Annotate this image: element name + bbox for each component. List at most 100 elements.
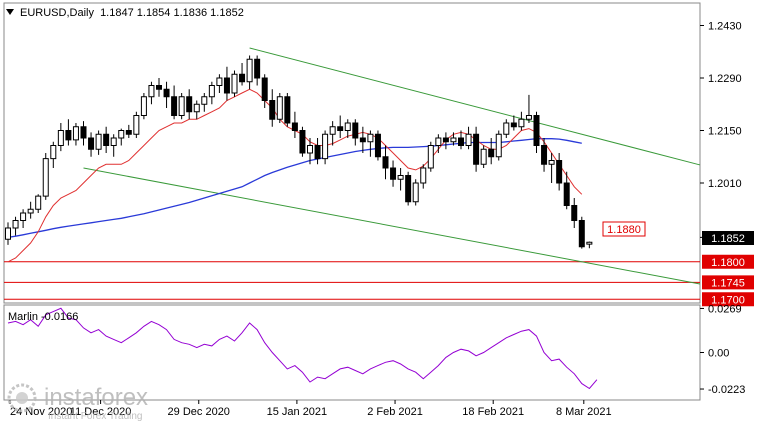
candle <box>488 138 495 165</box>
triangle-down-icon[interactable] <box>6 9 14 15</box>
price-tick-label: 1.2150 <box>708 126 742 138</box>
candle <box>201 93 208 112</box>
candle-body <box>495 133 502 158</box>
candle-body <box>148 85 155 98</box>
candle-body <box>88 137 95 150</box>
candle-body <box>435 137 442 146</box>
candle-body <box>412 182 419 203</box>
candle <box>80 121 87 146</box>
candle <box>72 123 79 146</box>
candle-body <box>571 205 578 221</box>
candle-body <box>367 133 374 143</box>
indicator-tick-label: 0.0269 <box>708 303 742 315</box>
candle <box>374 130 381 161</box>
candle-body <box>171 96 178 116</box>
candle <box>57 123 64 152</box>
candle <box>178 93 185 120</box>
target-label: 1.1880 <box>607 224 641 236</box>
level-price-label: 1.1700 <box>702 292 754 307</box>
candle-body <box>510 122 517 128</box>
candle-body <box>291 122 298 131</box>
candle-body <box>480 148 487 165</box>
candle-body <box>533 115 540 146</box>
candle <box>299 126 306 157</box>
candle <box>541 138 548 172</box>
candle <box>322 130 329 165</box>
candle-body <box>72 126 79 141</box>
candle <box>163 81 170 108</box>
candle <box>571 198 578 228</box>
candle-body <box>133 115 140 135</box>
candle <box>88 132 95 157</box>
candle <box>42 153 49 200</box>
candle-body <box>397 175 404 180</box>
candle <box>118 128 125 146</box>
candle-body <box>208 85 215 98</box>
candle <box>458 130 464 150</box>
candle-body <box>110 137 117 146</box>
level-label-bg <box>702 292 754 307</box>
candle <box>261 74 268 108</box>
candle <box>50 141 57 168</box>
instaforex-logo-icon <box>7 383 37 413</box>
level-price-label: 1.1800 <box>702 254 754 269</box>
candle-body <box>42 158 49 197</box>
candle <box>239 63 246 86</box>
time-tick-label: 18 Feb 2021 <box>462 406 524 418</box>
candle <box>495 130 502 161</box>
candle-body <box>427 145 434 169</box>
candle-body <box>254 58 261 79</box>
watermark-brand: instaforex <box>44 384 148 411</box>
candle <box>20 209 27 228</box>
candle <box>563 171 570 210</box>
candle <box>480 145 487 168</box>
candle <box>186 89 193 120</box>
marlin-line <box>7 307 598 390</box>
candle-body <box>465 133 472 146</box>
candle <box>420 164 427 189</box>
candle <box>329 121 336 146</box>
candle <box>586 241 593 249</box>
candle <box>156 78 162 97</box>
candle-body <box>442 137 449 143</box>
candle-body <box>586 241 593 245</box>
current-price-label: 1.1852 <box>702 231 754 245</box>
candle <box>231 70 238 97</box>
candle-body <box>344 122 351 131</box>
candle-body <box>314 145 321 160</box>
candle-body <box>578 220 585 248</box>
candle-body <box>450 137 457 143</box>
candle-body <box>5 227 11 240</box>
level-label-bg <box>702 254 754 269</box>
candle <box>125 124 132 138</box>
candle-body <box>57 130 64 146</box>
candle-body <box>473 133 480 165</box>
candle-body <box>261 77 268 101</box>
candle <box>578 216 585 249</box>
candle <box>359 126 366 153</box>
candle-body <box>518 118 525 128</box>
candle-body <box>12 220 19 229</box>
level-price-label: 1.1745 <box>702 275 754 290</box>
time-tick-label: 2 Feb 2021 <box>367 406 423 418</box>
candle <box>193 100 200 120</box>
candle <box>35 194 42 213</box>
time-tick-label: 11 Dec 2020 <box>70 406 132 418</box>
candle-body <box>374 133 381 158</box>
candle-body <box>193 103 200 113</box>
candle-body <box>239 73 246 83</box>
candle-body <box>299 130 306 154</box>
level-label-bg <box>702 275 754 290</box>
channel-lower-line <box>83 167 701 285</box>
main-pane[interactable] <box>3 2 701 304</box>
current-price-text: 1.1852 <box>711 233 745 245</box>
candle <box>291 111 298 138</box>
channel-upper-line <box>249 47 701 166</box>
time-tick-label: 8 Mar 2021 <box>556 406 612 418</box>
candle <box>223 66 230 101</box>
candle <box>450 132 457 146</box>
candle-body <box>118 130 125 139</box>
candle-body <box>125 130 132 135</box>
candle-body <box>556 160 563 184</box>
